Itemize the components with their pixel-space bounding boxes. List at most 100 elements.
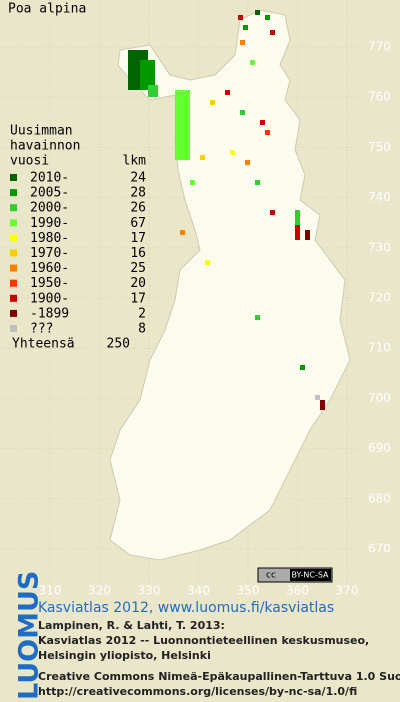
legend-count: 28 — [130, 186, 146, 201]
badge-icon: cc — [266, 571, 276, 581]
square — [180, 230, 185, 235]
y-tick-label: 670 — [368, 542, 391, 556]
occurrence-squares — [128, 10, 325, 410]
y-tick-label: 750 — [368, 140, 391, 154]
legend-swatch — [10, 264, 17, 272]
x-tick-label: 330 — [138, 584, 161, 598]
legend-label: 1970- — [30, 246, 69, 261]
legend-total: 250 — [107, 337, 130, 352]
legend-header: havainnon — [10, 139, 80, 154]
legend-count: 17 — [130, 291, 146, 306]
y-tick-label: 680 — [368, 491, 391, 505]
legend-label: 2010- — [30, 171, 69, 186]
legend-swatch — [10, 294, 17, 302]
legend-label: 2000- — [30, 201, 69, 216]
square — [200, 155, 205, 160]
legend-count: 67 — [130, 216, 146, 231]
legend-count: 20 — [130, 276, 146, 291]
square — [315, 395, 320, 400]
square — [265, 15, 270, 20]
citation: Helsingin yliopisto, Helsinki — [38, 649, 211, 662]
legend-label: 1950- — [30, 276, 69, 291]
square — [148, 85, 158, 97]
legend-count-header: lkm — [123, 154, 147, 169]
x-tick-label: 350 — [237, 584, 260, 598]
map-title: Poa alpina — [8, 2, 86, 17]
square — [300, 365, 305, 370]
legend-swatch — [10, 234, 17, 242]
square — [270, 210, 275, 215]
legend-swatch — [10, 279, 17, 287]
legend-swatch — [10, 309, 17, 317]
legend-count: 2 — [138, 306, 146, 321]
y-tick-label: 710 — [368, 341, 391, 355]
legend-label: 1900- — [30, 291, 69, 306]
legend-swatch — [10, 174, 17, 181]
y-tick-label: 700 — [368, 391, 391, 405]
x-tick-label: 320 — [88, 584, 111, 598]
badge-text: BY-NC-SA — [291, 571, 329, 580]
brand: LUOMUS — [14, 571, 45, 700]
legend-count: 8 — [138, 322, 146, 337]
axis-ticks: 770 760 750 740 730 720 710 700 690 680 670 310 320 3… — [39, 40, 391, 598]
square — [238, 15, 243, 20]
legend-count: 26 — [130, 201, 146, 216]
legend-count: 24 — [130, 171, 146, 186]
square — [210, 100, 215, 105]
square — [230, 150, 235, 155]
square — [270, 30, 275, 35]
square — [243, 25, 248, 30]
legend-swatch — [10, 189, 17, 197]
legend-label: 1990- — [30, 216, 69, 231]
license-badge: cc BY-NC-SA — [257, 567, 333, 583]
square — [260, 120, 265, 125]
square — [225, 90, 230, 95]
headline: Kasviatlas 2012, www.luomus.fi/kasviatla… — [38, 600, 334, 616]
square — [255, 180, 260, 185]
square — [240, 110, 245, 115]
legend-label: ??? — [30, 322, 53, 337]
square — [305, 230, 310, 240]
legend-total-label: Yhteensä — [12, 337, 75, 352]
square — [245, 160, 250, 165]
legend-header: vuosi — [10, 154, 49, 169]
legend-label: 2005- — [30, 186, 69, 201]
square — [265, 130, 270, 135]
y-tick-label: 760 — [368, 90, 391, 104]
square — [295, 225, 300, 240]
square — [255, 315, 260, 320]
legend-label: 1960- — [30, 261, 69, 276]
square — [140, 60, 155, 90]
y-tick-label: 730 — [368, 240, 391, 254]
y-tick-label: 740 — [368, 190, 391, 204]
square — [320, 400, 325, 410]
square — [295, 210, 300, 225]
legend-swatch — [10, 219, 17, 227]
y-tick-label: 720 — [368, 291, 391, 305]
legend-header: Uusimman — [10, 124, 73, 139]
legend-label: -1899 — [30, 306, 69, 321]
badge-inner — [290, 569, 331, 581]
legend-count: 25 — [130, 261, 146, 276]
square — [240, 40, 245, 45]
x-tick-label: 340 — [187, 584, 210, 598]
square — [255, 10, 260, 15]
license: Creative Commons Nimeä-Epäkaupallinen-Ta… — [38, 670, 400, 683]
x-tick-label: 310 — [39, 584, 62, 598]
citation: Kasviatlas 2012 -- Luonnontieteellinen k… — [38, 634, 369, 647]
square — [190, 180, 195, 185]
legend-swatch — [10, 204, 17, 212]
square — [175, 90, 190, 160]
x-tick-label: 370 — [336, 584, 359, 598]
y-tick-label: 690 — [368, 441, 391, 455]
legend-swatch — [10, 325, 17, 332]
license: http://creativecommons.org/licenses/by-n… — [38, 685, 357, 698]
legend-count: 16 — [130, 246, 146, 261]
square — [205, 260, 210, 265]
y-tick-label: 770 — [368, 40, 391, 54]
finland-outline — [109, 9, 351, 561]
legend-swatch — [10, 249, 17, 257]
legend-label: 1980- — [30, 231, 69, 246]
